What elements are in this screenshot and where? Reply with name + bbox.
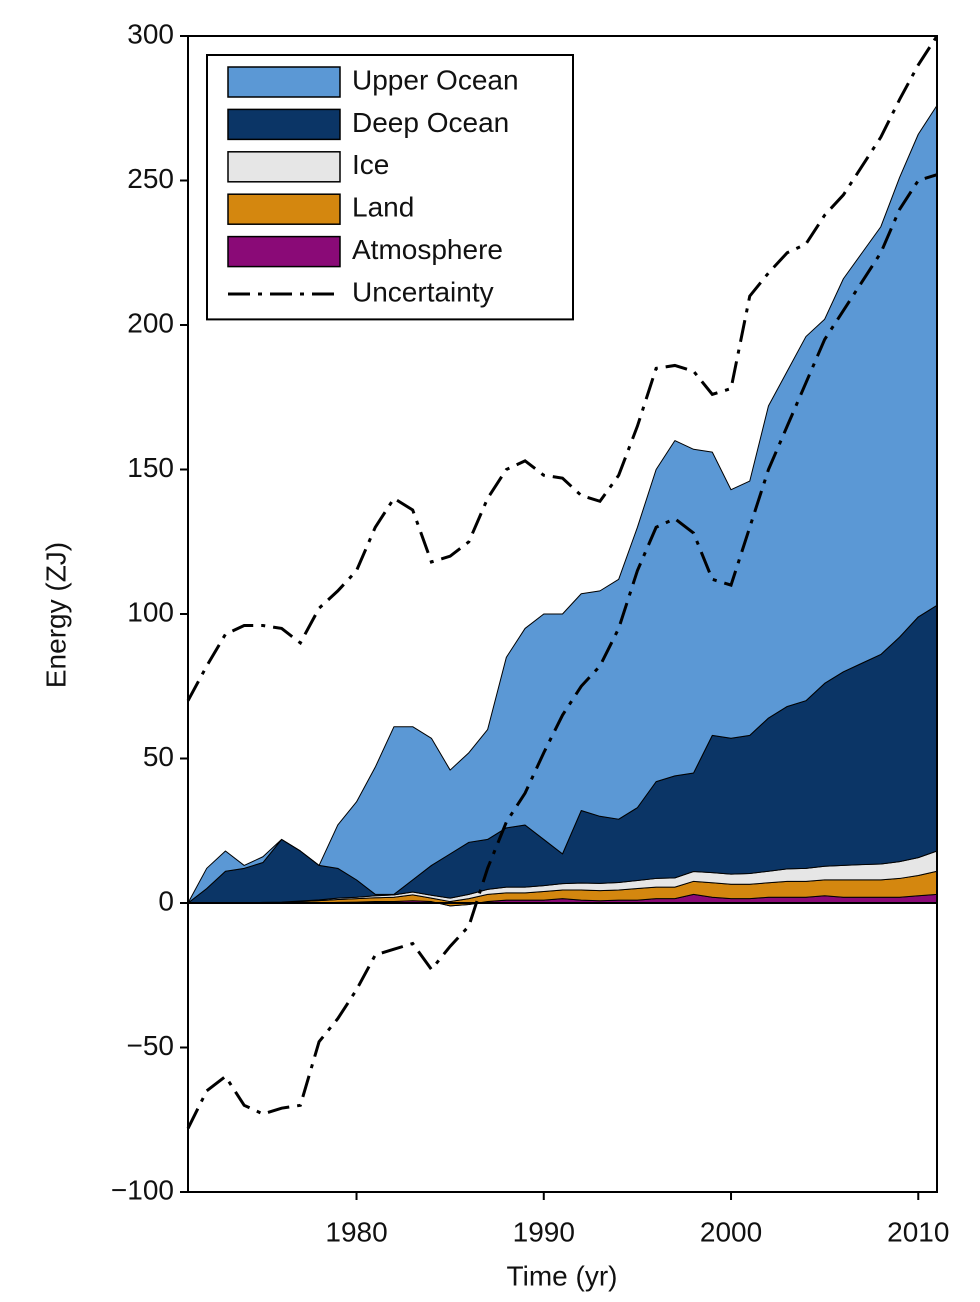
y-tick-label: 150	[127, 452, 174, 483]
y-axis-label: Energy (ZJ)	[40, 542, 71, 688]
y-tick-label: 300	[127, 18, 174, 49]
x-tick-label: 1990	[513, 1216, 575, 1247]
legend-label: Uncertainty	[352, 276, 494, 307]
x-tick-label: 2000	[700, 1216, 762, 1247]
legend-label: Ice	[352, 149, 389, 180]
y-tick-label: 100	[127, 596, 174, 627]
legend-label: Atmosphere	[352, 234, 503, 265]
x-tick-label: 1980	[325, 1216, 387, 1247]
legend-swatch	[227, 235, 341, 268]
x-axis-label: Time (yr)	[507, 1260, 618, 1291]
legend-swatch	[227, 151, 341, 183]
y-tick-label: −50	[127, 1030, 175, 1061]
uncertainty-line	[186, 173, 938, 1130]
legend-swatch	[227, 108, 341, 141]
y-tick-label: 50	[143, 741, 174, 772]
uncertainty-line	[186, 35, 939, 702]
x-tick-label: 2010	[887, 1216, 949, 1247]
y-tick-label: 0	[158, 885, 174, 916]
legend-swatch	[227, 66, 341, 98]
legend-label: Land	[352, 192, 414, 223]
y-tick-label: 250	[127, 163, 174, 194]
legend-label: Deep Ocean	[352, 107, 509, 138]
legend-swatch	[227, 193, 341, 225]
legend-label: Upper Ocean	[352, 64, 519, 95]
y-tick-label: −100	[111, 1174, 174, 1205]
legend-box	[206, 54, 574, 321]
y-tick-label: 200	[127, 307, 174, 338]
